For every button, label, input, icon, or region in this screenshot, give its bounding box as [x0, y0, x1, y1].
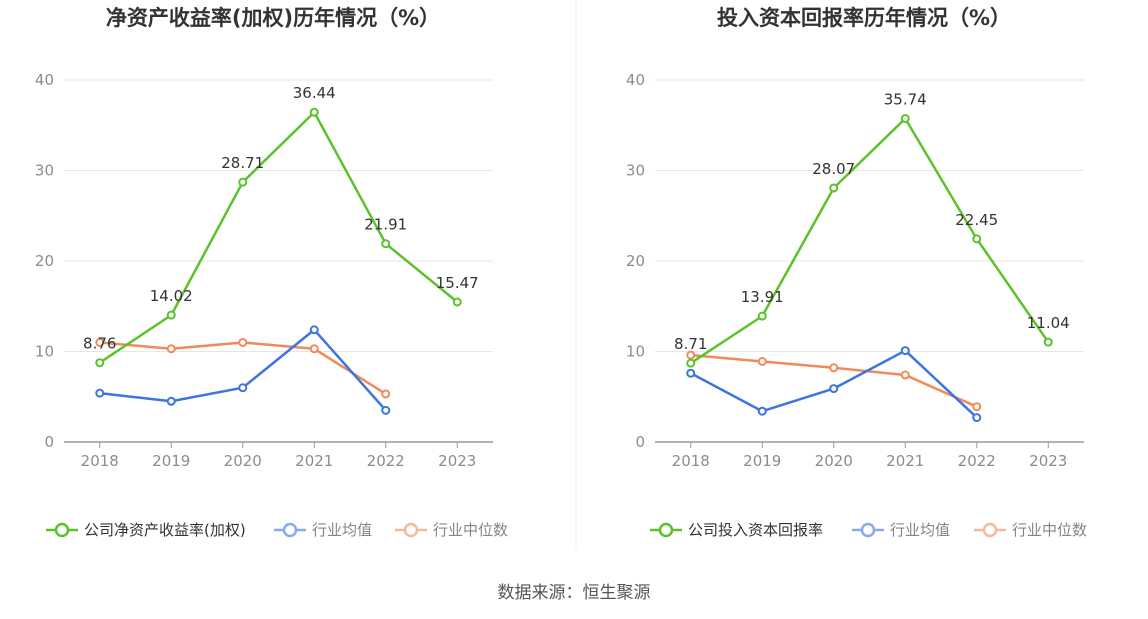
- legend-marker-company: [54, 522, 70, 538]
- legend-label-company: 公司投入资本回报率: [688, 521, 823, 539]
- series-line-avg: [690, 349, 978, 419]
- legend-item-median[interactable]: 行业中位数: [974, 521, 1087, 539]
- data-point-median: [381, 389, 391, 399]
- y-tick-label: 40: [35, 71, 54, 89]
- y-tick-label: 10: [626, 343, 645, 361]
- data-label: 8.76: [83, 335, 116, 353]
- y-tick-label: 30: [35, 162, 54, 180]
- data-label: 14.02: [150, 287, 193, 305]
- series-line-median: [690, 353, 978, 408]
- x-tick-label: 2020: [815, 452, 853, 470]
- data-point-company: [95, 358, 105, 368]
- y-tick-label: 10: [35, 343, 54, 361]
- legend-label-company: 公司净资产收益率(加权): [84, 521, 246, 539]
- data-point-company: [309, 107, 319, 117]
- data-point-avg: [381, 405, 391, 415]
- data-point-company: [686, 358, 696, 368]
- y-tick-label: 40: [626, 71, 645, 89]
- data-point-company: [1043, 337, 1053, 347]
- legend-marker-avg: [860, 522, 876, 538]
- legend-item-company[interactable]: 公司净资产收益率(加权): [46, 521, 246, 539]
- x-tick-label: 2021: [886, 452, 924, 470]
- x-tick-label: 2019: [152, 452, 190, 470]
- y-tick-label: 20: [626, 252, 645, 270]
- data-label: 21.91: [364, 216, 407, 234]
- source-label: 数据来源：恒生聚源: [498, 583, 651, 603]
- chart-title: 投入资本回报率历年情况（%）: [717, 6, 1011, 30]
- data-point-avg: [238, 383, 248, 393]
- legend-label-median: 行业中位数: [1012, 521, 1087, 539]
- data-point-company: [452, 297, 462, 307]
- data-label: 15.47: [436, 274, 479, 292]
- data-point-avg: [900, 346, 910, 356]
- data-point-median: [829, 363, 839, 373]
- series-line-company: [99, 110, 459, 364]
- data-point-company: [900, 114, 910, 124]
- data-point-median: [95, 337, 105, 347]
- legend-label-avg: 行业均值: [890, 521, 950, 539]
- legend-marker-median: [982, 522, 998, 538]
- data-point-avg: [972, 413, 982, 423]
- data-point-median: [972, 402, 982, 412]
- data-label: 13.91: [741, 288, 784, 306]
- x-tick-label: 2023: [438, 452, 476, 470]
- legend-label-avg: 行业均值: [312, 521, 372, 539]
- legend-item-median[interactable]: 行业中位数: [395, 521, 508, 539]
- y-tick-label: 30: [626, 162, 645, 180]
- legend-item-avg[interactable]: 行业均值: [852, 521, 950, 539]
- data-point-median: [900, 370, 910, 380]
- legend-item-avg[interactable]: 行业均值: [274, 521, 372, 539]
- data-point-avg: [309, 325, 319, 335]
- x-tick-label: 2021: [295, 452, 333, 470]
- data-point-median: [166, 344, 176, 354]
- y-tick-label: 0: [44, 433, 54, 451]
- x-tick-label: 2023: [1029, 452, 1067, 470]
- data-point-median: [686, 350, 696, 360]
- data-label: 35.74: [884, 91, 927, 109]
- data-point-company: [972, 234, 982, 244]
- data-point-avg: [95, 388, 105, 398]
- chart-roic: 投入资本回报率历年情况（%） 0 10 20 30 40 2018 2019 2020 2021 2…: [626, 6, 1087, 539]
- chart-title: 净资产收益率(加权)历年情况（%）: [106, 6, 440, 30]
- x-tick-label: 2018: [672, 452, 710, 470]
- y-tick-label: 20: [35, 252, 54, 270]
- x-tick-label: 2019: [743, 452, 781, 470]
- series-line-company: [690, 117, 1050, 365]
- data-label: 22.45: [955, 211, 998, 229]
- x-tick-label: 2020: [224, 452, 262, 470]
- data-point-company: [757, 311, 767, 321]
- data-label: 36.44: [293, 84, 336, 102]
- x-tick-label: 2022: [367, 452, 405, 470]
- data-point-avg: [686, 368, 696, 378]
- legend-marker-median: [403, 522, 419, 538]
- data-label: 11.04: [1027, 314, 1070, 332]
- legend-label-median: 行业中位数: [433, 521, 508, 539]
- data-point-median: [238, 337, 248, 347]
- data-point-avg: [829, 384, 839, 394]
- data-point-company: [381, 239, 391, 249]
- data-point-avg: [757, 406, 767, 416]
- data-point-company: [829, 183, 839, 193]
- chart-roe: 净资产收益率(加权)历年情况（%） 0 10 20 30 40 2018 2019 2020 20…: [35, 6, 508, 539]
- data-label: 8.71: [674, 335, 707, 353]
- data-point-median: [757, 356, 767, 366]
- data-label: 28.07: [812, 160, 855, 178]
- y-tick-label: 0: [635, 433, 645, 451]
- legend-marker-company: [658, 522, 674, 538]
- x-tick-label: 2022: [958, 452, 996, 470]
- data-point-median: [309, 344, 319, 354]
- x-tick-label: 2018: [81, 452, 119, 470]
- legend-item-company[interactable]: 公司投入资本回报率: [650, 521, 823, 539]
- data-point-company: [166, 310, 176, 320]
- data-point-avg: [166, 396, 176, 406]
- data-label: 28.71: [221, 154, 264, 172]
- data-point-company: [238, 177, 248, 187]
- legend-marker-avg: [282, 522, 298, 538]
